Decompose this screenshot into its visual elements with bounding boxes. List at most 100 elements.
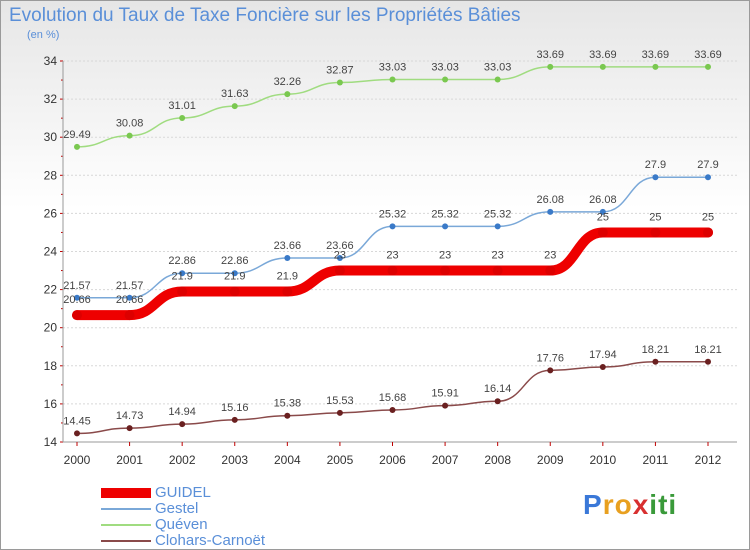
legend-swatch	[101, 524, 151, 526]
data-label: 23	[386, 250, 398, 262]
data-label: 33.69	[694, 49, 722, 61]
data-point	[231, 270, 238, 277]
y-unit-label: (en %)	[27, 29, 60, 41]
data-label: 23	[334, 250, 346, 262]
y-tick-label: 18	[44, 359, 58, 373]
data-label: 29.49	[63, 129, 91, 141]
legend: GUIDEL Gestel Quéven Clohars-Carnoët	[101, 485, 265, 549]
data-point	[336, 254, 343, 261]
y-tick-label: 30	[44, 130, 58, 144]
data-label: 32.87	[326, 65, 354, 77]
data-label: 31.63	[221, 88, 249, 100]
data-point	[74, 294, 80, 301]
data-label: 18.21	[642, 344, 670, 356]
data-label: 27.9	[697, 159, 718, 171]
x-tick-label: 2011	[643, 453, 669, 467]
data-label: 32.26	[274, 76, 302, 88]
data-label: 25.32	[379, 208, 407, 220]
data-label: 15.16	[221, 402, 249, 414]
logo-letter: P	[583, 489, 603, 520]
data-label: 14.94	[168, 406, 196, 418]
data-point	[387, 265, 398, 276]
x-tick-label: 2002	[169, 453, 196, 467]
y-tick-label: 32	[44, 92, 58, 106]
data-point	[72, 310, 82, 321]
data-label: 14.73	[116, 410, 144, 422]
legend-label: GUIDEL	[155, 484, 211, 501]
data-point	[494, 223, 501, 230]
data-point	[334, 265, 345, 276]
data-point	[547, 63, 554, 70]
data-point	[547, 367, 554, 374]
data-point	[179, 421, 186, 428]
data-label: 22.86	[168, 255, 196, 267]
data-point	[494, 398, 501, 405]
data-point	[74, 143, 80, 150]
data-point	[229, 286, 240, 297]
data-label: 25	[649, 211, 661, 223]
x-tick-label: 2000	[64, 453, 91, 467]
x-tick-label: 2004	[274, 453, 301, 467]
x-tick-label: 2005	[327, 453, 354, 467]
legend-item: GUIDEL	[101, 485, 265, 501]
legend-label: Quéven	[155, 516, 208, 533]
data-point	[179, 114, 186, 121]
data-label: 25	[702, 211, 714, 223]
data-label: 25	[597, 211, 609, 223]
data-point	[231, 103, 238, 110]
data-point	[652, 358, 659, 365]
x-tick-label: 2009	[537, 453, 564, 467]
data-label: 21.9	[277, 271, 298, 283]
data-label: 30.08	[116, 118, 144, 130]
logo-letter: t	[658, 489, 669, 520]
data-label: 23	[439, 250, 451, 262]
data-point	[124, 310, 135, 321]
logo-letter: x	[632, 489, 650, 520]
data-labels: 20.66 20.66 21.9 21.9 21.9 23 23 23 23 23 25 25 25 21…	[63, 49, 722, 428]
data-point	[652, 63, 659, 70]
data-point	[599, 208, 606, 215]
data-label: 15.38	[274, 398, 302, 410]
data-label: 17.76	[536, 352, 564, 364]
legend-item: Quéven	[101, 517, 265, 533]
data-label: 23.66	[326, 240, 354, 252]
data-label: 21.9	[224, 271, 245, 283]
legend-swatch	[101, 488, 151, 498]
data-point	[597, 227, 608, 238]
data-point	[284, 412, 291, 419]
data-label: 18.21	[694, 344, 722, 356]
data-point	[336, 79, 343, 86]
logo-letter: i	[649, 489, 659, 520]
data-label: 33.69	[589, 49, 617, 61]
data-point	[650, 227, 661, 238]
data-label: 23	[492, 250, 504, 262]
data-label: 31.01	[168, 100, 196, 112]
data-label: 21.9	[171, 271, 192, 283]
data-point	[126, 425, 133, 432]
axes: 14 16 18 20 22 24 26 28 30 32 34 2000 2001 2002 2003 20…	[44, 54, 737, 467]
data-label: 22.86	[221, 255, 249, 267]
data-label: 26.08	[536, 194, 564, 206]
logo-letter: r	[602, 489, 615, 520]
legend-item: Gestel	[101, 501, 265, 517]
data-point	[442, 223, 449, 230]
x-tick-label: 2003	[221, 453, 248, 467]
y-tick-label: 26	[44, 206, 58, 220]
data-point	[282, 286, 293, 297]
data-point	[126, 132, 133, 139]
data-label: 21.57	[116, 280, 144, 292]
data-label: 25.32	[431, 208, 459, 220]
data-point	[599, 363, 606, 370]
x-tick-label: 2007	[432, 453, 459, 467]
data-label: 33.03	[379, 61, 407, 73]
data-point	[284, 91, 291, 98]
data-point	[177, 286, 188, 297]
data-point	[652, 174, 659, 181]
series-points	[72, 63, 713, 437]
legend-label: Clohars-Carnoët	[155, 532, 266, 549]
data-label: 21.57	[63, 280, 91, 292]
data-point	[440, 265, 451, 276]
data-point	[389, 76, 396, 83]
